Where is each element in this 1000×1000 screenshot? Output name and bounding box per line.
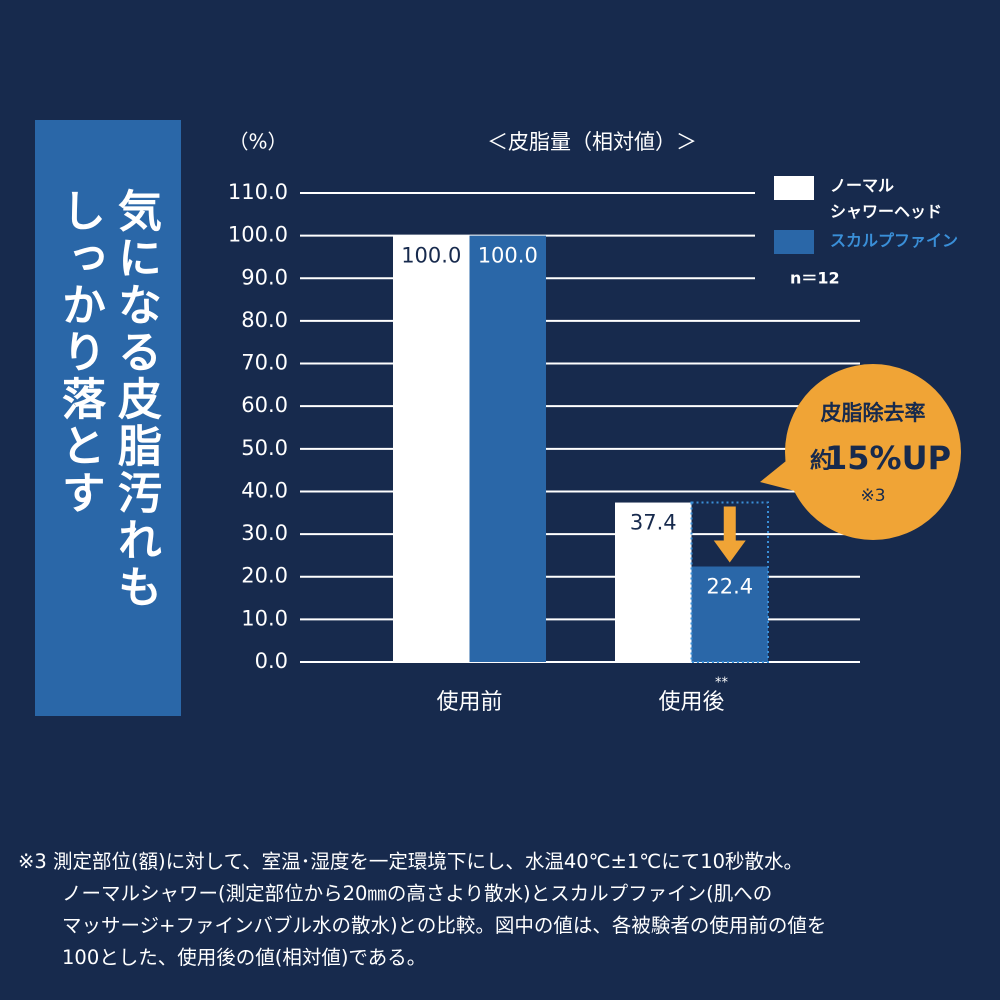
footnote-line: 100とした、使用後の値(相対値)である。 <box>62 946 427 969</box>
y-tick-label: 10.0 <box>241 606 288 630</box>
bar <box>615 502 692 662</box>
footnote-line: ※3 測定部位(額)に対して、室温･湿度を一定環境下にし、水温40℃±1℃にて1… <box>18 850 804 873</box>
banner-line: しっかり落とす <box>54 188 105 517</box>
significance-mark: ** <box>715 676 729 691</box>
callout-highlight: 15%UP <box>825 439 951 477</box>
y-tick-label: 50.0 <box>241 436 288 460</box>
y-tick-label: 110.0 <box>228 180 288 204</box>
footnote-line: マッサージ+ファインバブル水の散水)との比較。図中の値は、各被験者の使用前の値を <box>62 914 827 937</box>
legend-label: ノーマル シャワーヘッド <box>830 176 943 221</box>
footnote-line: ノーマルシャワー(測定部位から20㎜の高さより散水)とスカルプファイン(肌への <box>62 882 773 905</box>
y-tick-label: 90.0 <box>241 265 288 289</box>
y-tick-label: 100.0 <box>228 223 288 247</box>
banner: 気になる皮脂汚れも しっかり落とす <box>35 120 181 716</box>
reference-outline <box>690 501 769 664</box>
y-tick-label: 70.0 <box>241 351 288 375</box>
x-tick-label: 使用後 <box>658 690 724 715</box>
y-label: （%） <box>228 130 287 154</box>
legend-swatch <box>774 230 814 254</box>
callout-note: ※3 <box>860 486 885 506</box>
y-tick-label: 80.0 <box>241 308 288 332</box>
chart: （%） ＜皮脂量（相対値）＞ n＝12 0.0 10.0 20.0 30.0 40.0 5… <box>228 130 961 715</box>
value-label: 37.4 <box>630 511 677 535</box>
y-tick-label: 20.0 <box>241 564 288 588</box>
callout-title: 皮脂除去率 <box>821 401 926 425</box>
legend-label: スカルプファイン <box>830 231 959 250</box>
value-label: 22.4 <box>706 574 753 598</box>
y-tick-label: 0.0 <box>255 649 288 673</box>
value-label: 100.0 <box>478 244 538 268</box>
callout-prefix: 約 <box>810 448 832 474</box>
bar <box>691 566 768 662</box>
legend-swatch <box>774 176 814 200</box>
arrow <box>713 506 746 563</box>
y-tick-label: 60.0 <box>241 393 288 417</box>
bar <box>469 235 546 663</box>
chart-title: ＜皮脂量（相対値）＞ <box>487 130 697 154</box>
banner-line: 気になる皮脂汚れも <box>110 188 161 611</box>
y-tick-label: 30.0 <box>241 521 288 545</box>
callout: 皮脂除去率 約 15%UP ※3 <box>760 364 961 540</box>
sample-size: n＝12 <box>790 269 840 288</box>
y-tick-label: 40.0 <box>241 478 288 502</box>
bar <box>393 235 470 663</box>
footnote: ※3 測定部位(額)に対して、室温･湿度を一定環境下にし、水温40℃±1℃にて1… <box>18 846 826 974</box>
value-label: 100.0 <box>401 244 461 268</box>
x-tick-label: 使用前 <box>436 690 502 715</box>
